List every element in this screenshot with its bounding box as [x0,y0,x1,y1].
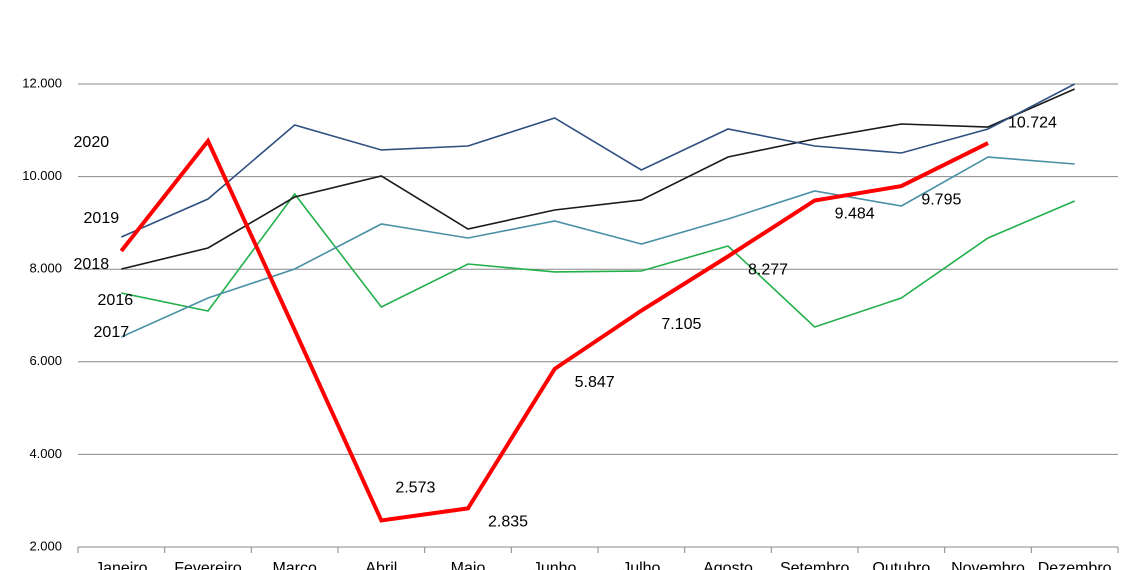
x-tick-label: Novembro [951,560,1025,570]
series-line [121,83,1076,238]
x-tick-label: Janeiro [95,560,148,570]
series-label: 2020 [74,134,110,151]
x-tick-label: Abril [365,560,397,570]
y-tick-label: 8.000 [29,261,62,276]
y-tick-label: 10.000 [22,168,62,183]
x-tick-label: Fevereiro [174,560,242,570]
series-label: 2019 [84,210,120,227]
x-tick-label: Agosto [703,560,753,570]
x-tick-label: Dezembro [1038,560,1112,570]
data-label: 8.277 [748,262,788,279]
data-label: 2.835 [488,514,528,531]
data-label: 9.484 [835,206,875,223]
data-label: 10.724 [1008,114,1057,131]
x-tick-label: Maio [451,560,486,570]
y-tick-label: 4.000 [29,446,62,461]
y-tick-label: 2.000 [29,538,62,553]
x-tick-label: Julho [622,560,660,570]
series-label: 2016 [98,292,134,309]
x-tick-label: Março [272,560,317,570]
series-line [119,137,989,523]
data-label: 9.795 [921,191,961,208]
data-label: 5.847 [575,374,615,391]
series-line [121,156,1075,338]
y-tick-label: 6.000 [29,353,62,368]
x-tick-label: Outubro [872,560,930,570]
series-line [121,88,1075,270]
x-tick-label: Setembro [780,560,849,570]
series-label: 2017 [94,324,130,341]
series-line [121,192,1075,328]
x-tick-label: Junho [533,560,577,570]
data-label: 2.573 [395,480,435,497]
y-tick-label: 12.000 [22,75,62,90]
data-label: 7.105 [661,316,701,333]
series-label: 2018 [74,256,110,273]
